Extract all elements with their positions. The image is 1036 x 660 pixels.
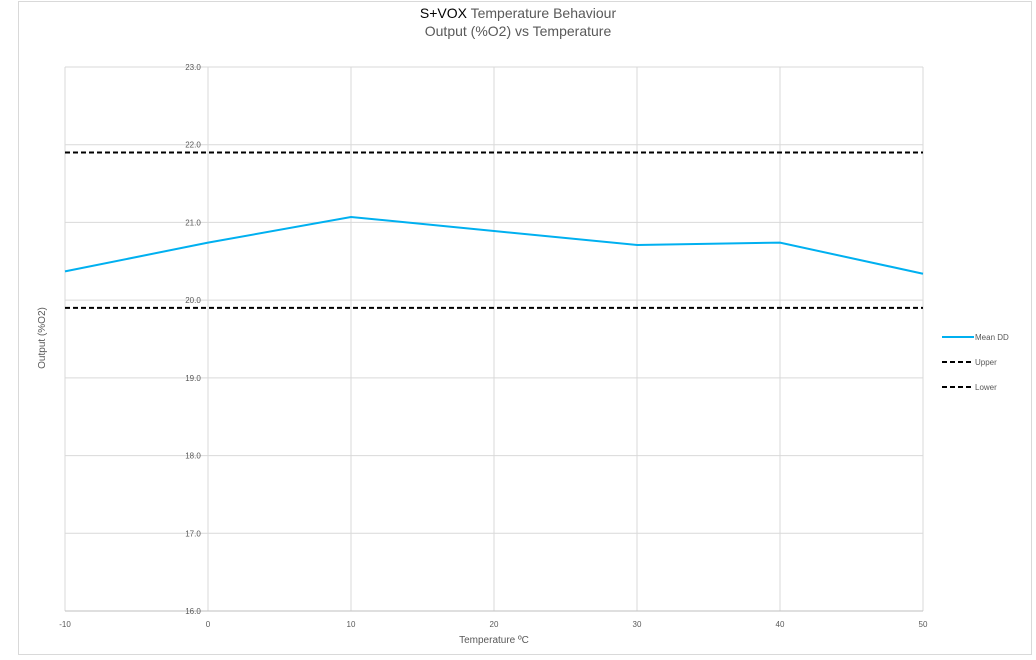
chart-title-brand: S+VOX: [419, 5, 467, 21]
chart-title: S+VOX Temperature Behaviour Output (%O2)…: [0, 4, 1036, 40]
y-tick-label: 19.0: [185, 374, 201, 383]
x-tick-label: 0: [206, 620, 211, 629]
x-tick-label: 30: [633, 620, 642, 629]
series-lines: [64, 151, 924, 309]
y-tick-label: 17.0: [185, 529, 201, 538]
x-tick-label: -10: [59, 620, 71, 629]
x-tick-label: 50: [919, 620, 928, 629]
chart-title-text: Temperature Behaviour: [470, 5, 617, 21]
legend-label: Upper: [975, 358, 997, 367]
x-axis-label: Temperature ºC: [459, 635, 529, 646]
y-tick-label: 21.0: [185, 218, 201, 227]
x-tick-label: 20: [490, 620, 499, 629]
y-axis-ticks: 16.0 17.0 18.0 19.0 20.0 21.0 22.0 23.0: [185, 63, 201, 616]
chart-subtitle: Output (%O2) vs Temperature: [424, 23, 612, 39]
legend-label: Mean DD: [975, 333, 1009, 342]
x-tick-label: 10: [347, 620, 356, 629]
x-axis-ticks: -10 0 10 20 30 40 50: [59, 620, 928, 629]
y-axis-label: Output (%O2): [37, 307, 48, 369]
y-tick-label: 22.0: [185, 141, 201, 150]
y-tick-label: 20.0: [185, 296, 201, 305]
x-tick-label: 40: [776, 620, 785, 629]
series-line-mean-dd: [64, 215, 924, 275]
legend: Mean DD Upper Lower: [942, 333, 1009, 392]
y-tick-label: 23.0: [185, 63, 201, 72]
y-tick-label: 18.0: [185, 452, 201, 461]
grid-lines: [64, 66, 924, 612]
legend-label: Lower: [975, 383, 997, 392]
chart-frame: [18, 1, 1032, 655]
y-tick-label: 16.0: [185, 607, 201, 616]
